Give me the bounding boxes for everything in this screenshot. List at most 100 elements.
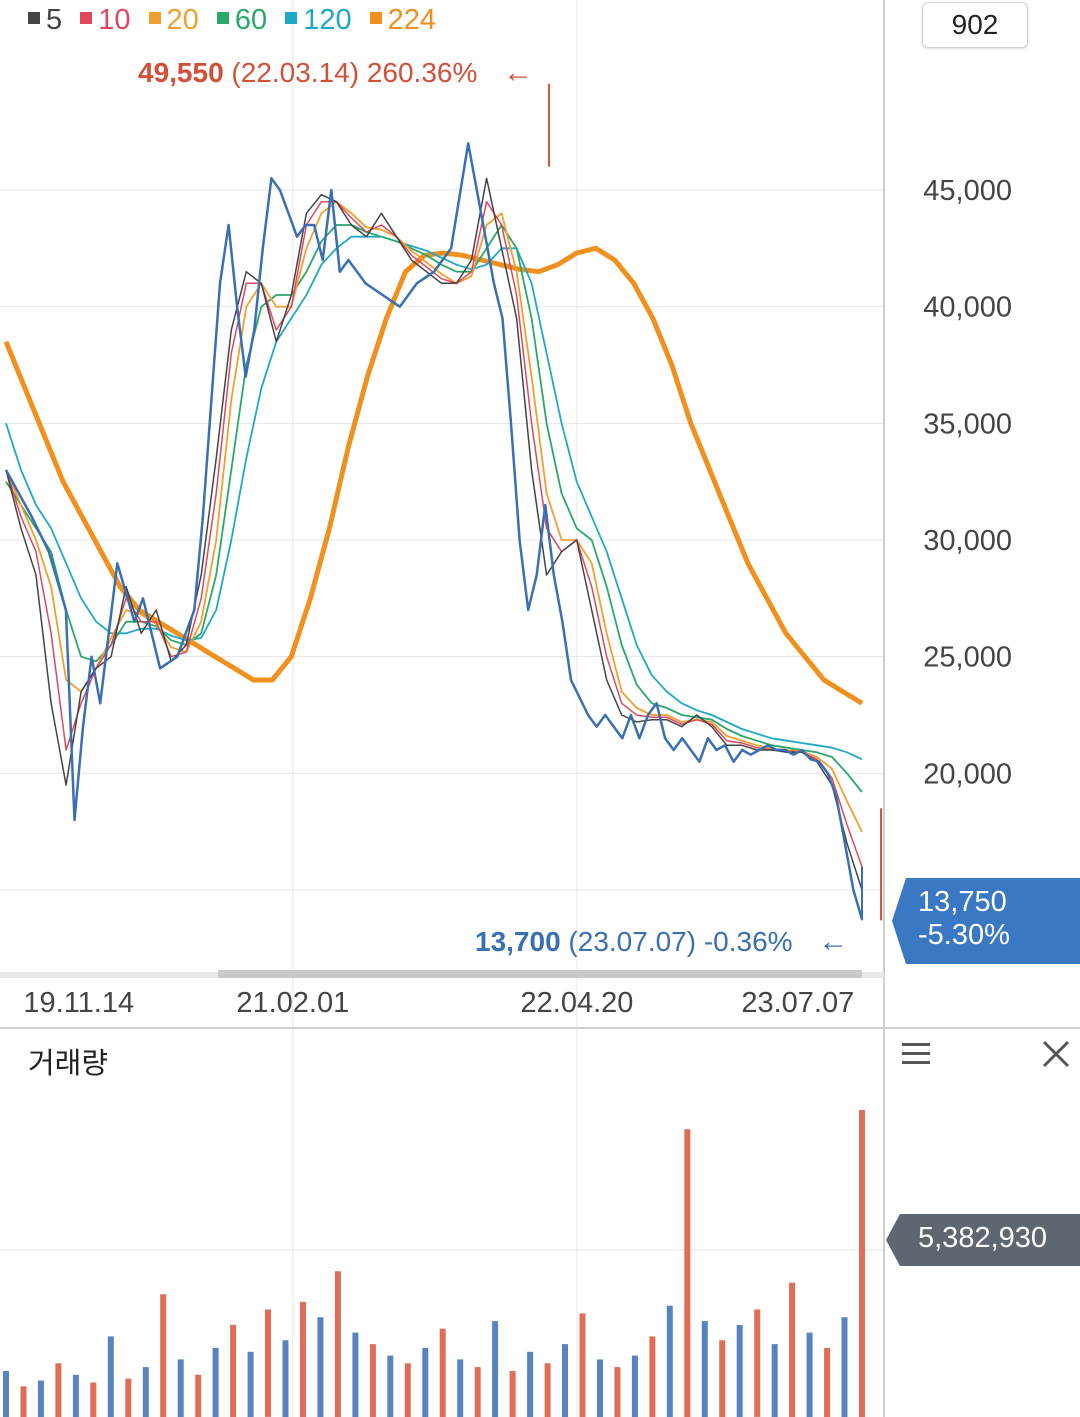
volume-panel-title: 거래량 [28,1048,109,1080]
volume-bar [230,1324,237,1417]
low-change: -0.36% [703,926,793,957]
legend-swatch [148,12,161,25]
high-annotation: 49,550 (22.03.14) 260.36% ← [138,56,533,90]
y-tick-label: 20,000 [923,758,1012,790]
volume-tag-shape [886,1214,1080,1266]
volume-bar [37,1380,44,1417]
current-volume-tag: 5,382,930 [886,1214,1080,1266]
y-tick-label: 40,000 [923,292,1012,324]
y-tick-label: 30,000 [923,525,1012,557]
close-icon[interactable] [1040,1038,1072,1070]
volume-bar [20,1386,27,1417]
volume-bar [457,1359,464,1417]
legend-item-ma60: 60 [216,4,267,36]
volume-bar [684,1129,691,1417]
current-price-tag: 13,750 -5.30% [892,878,1080,964]
volume-bar [579,1313,586,1417]
volume-bar [631,1355,638,1417]
x-tick-label: 23.07.07 [741,987,854,1019]
legend-swatch [80,12,93,25]
ma-legend: 5 10 20 60 120 224 [28,4,446,37]
price-tag-shape [892,878,1080,964]
price-grid [0,0,884,1417]
volume-bar [474,1367,481,1417]
y-tick-label: 45,000 [923,175,1012,207]
volume-bar [527,1351,534,1417]
ma-line-60 [5,224,863,793]
volume-bar [3,1371,9,1417]
volume-bar [369,1344,376,1417]
volume-bar [212,1347,219,1417]
legend-swatch [216,12,229,25]
moving-average-lines [3,177,864,891]
volume-bar [736,1324,743,1417]
menu-icon[interactable] [900,1040,932,1068]
volume-bar [72,1374,79,1417]
legend-item-ma10: 10 [80,4,130,36]
volume-bar [439,1328,446,1417]
legend-item-ma5: 5 [28,4,62,36]
volume-bar [771,1344,778,1417]
volume-bar [90,1382,97,1417]
legend-item-ma120: 120 [285,4,352,36]
x-tick-label: 21.02.01 [236,987,349,1019]
high-arrow-icon: ← [503,56,534,89]
high-date: (22.03.14) [231,57,360,88]
volume-bar [160,1294,167,1417]
legend-swatch [28,12,40,25]
current-volume: 5,382,930 [918,1222,1048,1254]
x-axis-ticks: 19.11.14 21.02.01 22.04.20 23.07.07 [23,987,854,1019]
volume-bar [614,1367,621,1417]
volume-bar [195,1374,202,1417]
volume-bar [352,1332,359,1417]
legend-item-ma224: 224 [369,4,436,36]
high-price: 49,550 [138,57,224,88]
volume-bar [282,1340,289,1417]
volume-bar [125,1378,132,1417]
y-axis-ticks: 45,000 40,000 35,000 30,000 25,000 20,000 [923,175,1012,790]
volume-bar [789,1282,796,1417]
volume-bar [701,1321,708,1417]
volume-bar [55,1363,62,1417]
volume-bar [300,1301,306,1417]
candle-count-box[interactable]: 902 [922,2,1028,48]
price-line [4,83,882,921]
volume-bar [544,1363,551,1417]
volume-bar [824,1347,831,1417]
legend-item-ma20: 20 [148,4,199,36]
volume-bar [649,1336,656,1417]
ma-line-224 [3,245,864,706]
volume-bar [509,1371,516,1417]
volume-bar [841,1317,848,1417]
volume-bar [859,1110,865,1417]
volume-bar [597,1359,603,1417]
volume-bar [422,1347,429,1417]
volume-bar [247,1351,254,1417]
high-change: 260.36% [366,57,478,88]
volume-bar [404,1363,411,1417]
volume-bar [317,1317,324,1417]
current-change: -5.30% [918,919,1010,951]
ma-line-120 [5,235,863,761]
price-path [4,142,864,920]
legend-swatch [285,12,298,25]
volume-bar [719,1340,726,1417]
volume-bar [562,1344,568,1417]
volume-bar [666,1305,673,1417]
volume-bar [265,1309,271,1417]
y-tick-label: 25,000 [923,642,1012,674]
low-date: (23.07.07) [568,926,697,957]
low-arrow-icon: ← [818,925,849,958]
volume-bar [492,1321,499,1417]
volume-bar [142,1367,149,1417]
current-price: 13,750 [918,886,1007,918]
legend-swatch [369,12,382,25]
volume-bars [3,1110,865,1417]
scroll-thumb [218,970,862,978]
volume-bar [107,1336,114,1417]
volume-bar [387,1355,394,1417]
ma-line-20 [5,200,863,833]
x-tick-label: 22.04.20 [521,987,634,1019]
